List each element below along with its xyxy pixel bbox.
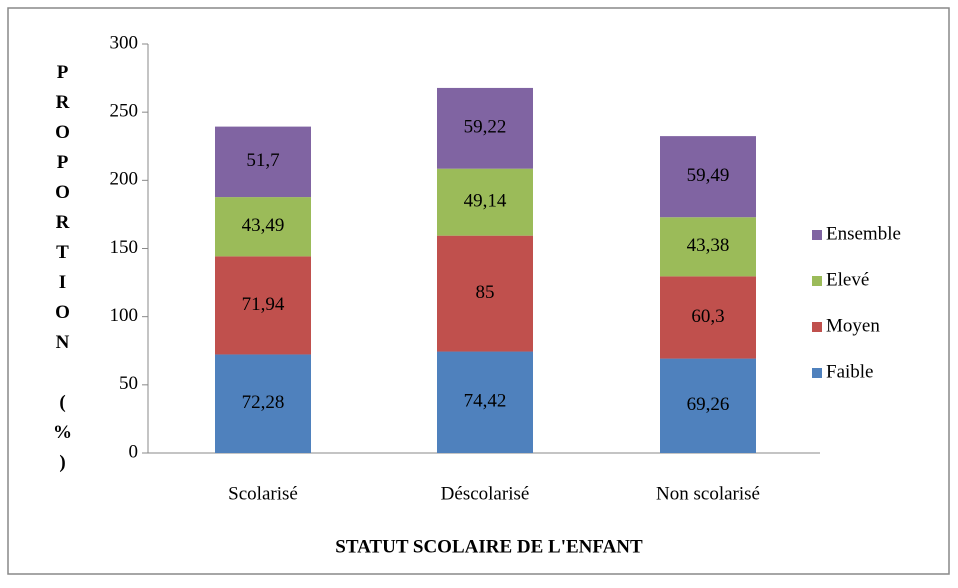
legend-swatch — [812, 230, 822, 240]
y-tick-label: 50 — [119, 373, 138, 394]
bar-segment — [660, 276, 756, 359]
data-label: 43,49 — [242, 215, 285, 236]
legend-swatch — [812, 368, 822, 378]
data-label: 49,14 — [464, 191, 507, 212]
y-tick-label: 200 — [110, 169, 139, 190]
data-label: 59,22 — [464, 117, 507, 138]
y-axis-title: PROPORTION (%) — [52, 62, 73, 482]
y-tick-label: 300 — [110, 32, 139, 53]
bar-segment — [437, 87, 533, 169]
bar-segment — [215, 126, 311, 198]
data-label: 74,42 — [464, 391, 507, 412]
data-label: 71,94 — [242, 294, 285, 315]
x-tick-label: Scolarisé — [228, 483, 298, 504]
legend-label: Faible — [826, 361, 874, 382]
data-label: 69,26 — [687, 394, 730, 415]
legend-swatch — [812, 276, 822, 286]
bar-segment — [215, 256, 311, 355]
bar-segment — [660, 136, 756, 218]
x-axis-title: STATUT SCOLAIRE DE L'ENFANT — [335, 536, 643, 557]
x-tick-label: Déscolarisé — [441, 483, 530, 504]
data-label: 60,3 — [691, 306, 724, 327]
x-tick-label: Non scolarisé — [656, 483, 760, 504]
bar-segment — [660, 217, 756, 277]
legend-swatch — [812, 322, 822, 332]
legend-label: Elevé — [826, 269, 869, 290]
legend-label: Moyen — [826, 315, 880, 336]
y-tick-label: 0 — [129, 441, 139, 462]
y-tick-label: 250 — [110, 101, 139, 122]
bar-segment — [437, 235, 533, 352]
bar-segment — [215, 197, 311, 257]
data-label: 72,28 — [242, 392, 285, 413]
y-tick-label: 100 — [110, 305, 139, 326]
data-label: 59,49 — [687, 165, 730, 186]
data-label: 43,38 — [687, 235, 730, 256]
legend-label: Ensemble — [826, 223, 901, 244]
bar-segment — [660, 358, 756, 453]
data-label: 85 — [476, 282, 495, 303]
bar-segment — [437, 168, 533, 236]
bar-segment — [215, 354, 311, 453]
y-tick-label: 150 — [110, 237, 139, 258]
bar-segment — [437, 351, 533, 453]
data-label: 51,7 — [246, 150, 279, 171]
